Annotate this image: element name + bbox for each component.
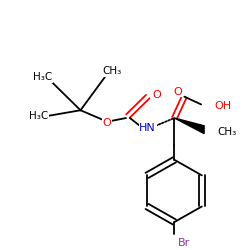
Text: OH: OH <box>214 101 231 111</box>
Text: H₃C: H₃C <box>29 111 48 121</box>
Text: O: O <box>174 87 182 97</box>
Polygon shape <box>174 118 204 134</box>
Text: Br: Br <box>178 238 190 248</box>
Text: CH₃: CH₃ <box>217 127 236 137</box>
Text: H₃C: H₃C <box>33 72 52 82</box>
Text: O: O <box>153 90 162 100</box>
Text: CH₃: CH₃ <box>102 66 122 76</box>
Text: HN: HN <box>139 123 156 133</box>
Text: O: O <box>103 118 112 128</box>
